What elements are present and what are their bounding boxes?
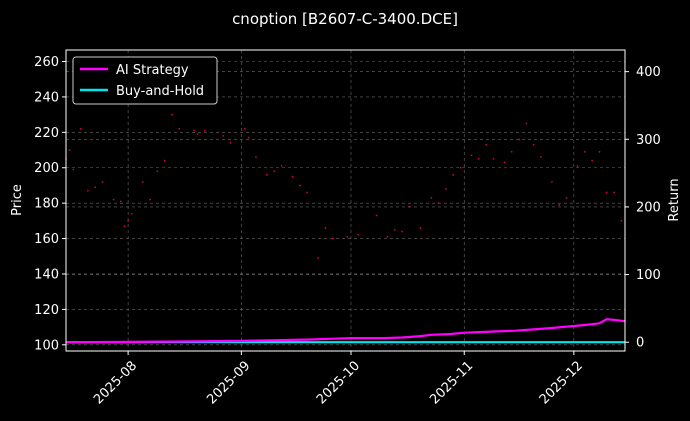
price-point bbox=[222, 134, 225, 137]
price-point bbox=[280, 165, 283, 167]
series-line-ai-strategy bbox=[65, 318, 626, 344]
y-left-tick-label: 100 bbox=[34, 338, 59, 353]
price-point bbox=[87, 189, 89, 192]
price-point bbox=[459, 166, 462, 169]
y-right-tick-label: 400 bbox=[636, 65, 661, 80]
price-point bbox=[317, 257, 319, 259]
price-point bbox=[386, 235, 389, 238]
price-point bbox=[244, 127, 246, 130]
y-right-tick-label: 300 bbox=[636, 133, 661, 148]
price-point bbox=[532, 143, 535, 146]
y-left-tick-label: 180 bbox=[34, 197, 59, 212]
price-point bbox=[306, 191, 309, 194]
legend-label-ai-strategy: AI Strategy bbox=[116, 63, 189, 78]
price-point bbox=[112, 198, 115, 201]
price-point bbox=[196, 133, 199, 136]
price-point bbox=[503, 161, 506, 164]
price-point bbox=[192, 129, 195, 132]
price-point bbox=[401, 230, 404, 233]
y-left-tick-label: 200 bbox=[34, 161, 59, 176]
y-left-label: Price bbox=[10, 184, 25, 216]
y-right-tick-label: 0 bbox=[636, 336, 644, 351]
price-point bbox=[540, 156, 542, 159]
price-point bbox=[357, 234, 360, 236]
price-point bbox=[583, 150, 586, 153]
price-point bbox=[375, 214, 378, 217]
price-point bbox=[127, 219, 130, 222]
y-left-tick-label: 120 bbox=[34, 303, 59, 318]
price-point bbox=[430, 196, 433, 199]
price-point bbox=[324, 227, 327, 229]
price-point bbox=[445, 188, 447, 190]
price-point bbox=[331, 237, 334, 240]
price-point bbox=[605, 191, 608, 194]
price-point bbox=[171, 113, 173, 116]
price-point bbox=[68, 149, 71, 151]
legend: AI Strategy Buy-and-Hold bbox=[72, 56, 218, 105]
price-point bbox=[130, 212, 133, 215]
price-point bbox=[591, 159, 594, 162]
price-point bbox=[470, 154, 473, 157]
price-point bbox=[525, 122, 528, 125]
y-left-tick-label: 160 bbox=[34, 232, 59, 247]
price-point bbox=[576, 165, 579, 167]
price-point bbox=[141, 181, 144, 183]
y-right-tick-label: 200 bbox=[636, 200, 661, 215]
y-left-tick-label: 240 bbox=[34, 90, 59, 105]
price-point bbox=[518, 138, 520, 141]
price-point bbox=[119, 200, 122, 203]
price-point bbox=[273, 170, 276, 173]
price-point bbox=[492, 157, 495, 160]
price-point bbox=[291, 175, 294, 178]
price-point bbox=[229, 142, 232, 144]
price-point bbox=[485, 143, 488, 146]
legend-box bbox=[72, 56, 218, 105]
legend-label-buy-and-hold: Buy-and-Hold bbox=[116, 84, 204, 99]
price-point bbox=[452, 173, 455, 176]
y-left-tick-label: 260 bbox=[34, 55, 59, 70]
price-point bbox=[247, 136, 250, 139]
price-point bbox=[298, 184, 301, 187]
plot-frame bbox=[65, 49, 626, 352]
price-scatter bbox=[65, 113, 623, 259]
y-left-tick-label: 220 bbox=[34, 126, 59, 141]
price-point bbox=[163, 159, 166, 162]
price-point bbox=[346, 235, 349, 238]
price-point bbox=[94, 186, 97, 189]
price-point bbox=[551, 181, 553, 183]
price-point bbox=[156, 170, 159, 173]
price-point bbox=[437, 202, 440, 205]
price-point bbox=[620, 219, 623, 222]
price-point bbox=[558, 204, 561, 206]
price-point bbox=[178, 127, 181, 130]
price-point bbox=[123, 225, 126, 228]
y-right-label: Return bbox=[667, 178, 682, 221]
price-point bbox=[79, 127, 82, 130]
price-point bbox=[477, 157, 480, 160]
chart-title: cnoption [B2607-C-3400.DCE] bbox=[232, 10, 458, 28]
price-point bbox=[419, 227, 422, 229]
y-right-tick-label: 100 bbox=[636, 268, 661, 283]
price-point bbox=[72, 168, 75, 171]
price-point bbox=[203, 129, 206, 132]
y-left-tick-label: 140 bbox=[34, 267, 59, 282]
price-point bbox=[101, 181, 104, 183]
price-point bbox=[393, 228, 396, 231]
price-point bbox=[255, 156, 257, 159]
series-lines bbox=[65, 318, 626, 344]
price-point bbox=[565, 196, 568, 199]
price-point bbox=[266, 173, 268, 176]
price-point bbox=[510, 150, 513, 153]
price-point bbox=[613, 191, 615, 194]
price-point bbox=[408, 205, 411, 208]
price-point bbox=[598, 150, 601, 153]
price-point bbox=[149, 198, 151, 201]
